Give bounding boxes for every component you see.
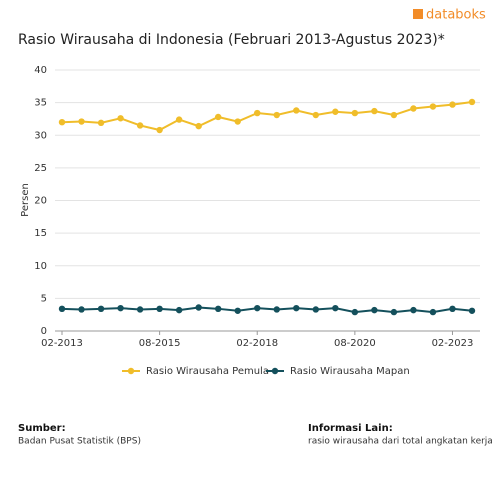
data-point: [97, 119, 105, 127]
data-point: [117, 115, 124, 122]
data-point: [312, 111, 320, 119]
source-title: Sumber:: [18, 423, 66, 434]
legend-marker: [127, 367, 135, 375]
data-point: [214, 305, 222, 313]
data-point: [351, 109, 359, 117]
source: Badan Pusat Statistik (BPS): [18, 437, 141, 447]
data-point: [468, 307, 476, 314]
data-point: [312, 306, 320, 313]
data-point: [254, 304, 261, 312]
x-tick-label: 08-2015: [139, 338, 181, 349]
brand: databoks: [426, 8, 486, 23]
data-point: [136, 122, 144, 129]
data-point: [390, 308, 398, 316]
data-point: [58, 119, 66, 126]
info: rasio wirausaha dari total angkatan kerj…: [308, 437, 493, 447]
data-point: [449, 305, 456, 313]
data-point: [195, 122, 202, 130]
data-point: [371, 107, 378, 115]
data-point: [97, 305, 105, 313]
y-tick-label: 30: [34, 130, 47, 141]
info-title: Informasi Lain:: [308, 423, 393, 434]
x-tick-label: 02-2023: [432, 338, 474, 349]
data-point: [449, 101, 456, 108]
data-point: [78, 306, 85, 313]
data-point: [429, 308, 437, 316]
y-axis-label: Persen: [20, 183, 31, 217]
x-tick-label: 08-2020: [334, 338, 376, 349]
x-tick-label: 02-2018: [236, 338, 278, 349]
series-line: [61, 100, 473, 132]
legend-label: Rasio Wirausaha Mapan: [290, 366, 410, 377]
y-tick-label: 5: [41, 293, 47, 304]
data-point: [117, 304, 124, 312]
series-line: [61, 306, 473, 314]
data-point: [293, 304, 300, 312]
data-point: [273, 306, 280, 313]
data-point: [195, 304, 202, 311]
data-point: [410, 105, 417, 112]
y-tick-label: 40: [34, 65, 47, 76]
data-point: [58, 305, 66, 313]
data-point: [429, 103, 437, 110]
x-tick-label: 02-2013: [41, 338, 83, 349]
data-point: [371, 306, 378, 314]
data-point: [214, 113, 222, 121]
data-point: [254, 109, 261, 117]
chart-title: Rasio Wirausaha di Indonesia (Februari 2…: [18, 32, 445, 48]
data-point: [136, 306, 144, 313]
data-point: [175, 306, 183, 314]
data-point: [390, 111, 398, 119]
data-point: [156, 126, 163, 134]
data-point: [234, 307, 241, 314]
data-point: [78, 118, 85, 125]
y-tick-label: 20: [34, 196, 47, 207]
legend-label: Rasio Wirausaha Pemula: [146, 366, 269, 377]
y-tick-label: 10: [34, 261, 47, 272]
data-point: [234, 118, 241, 125]
data-point: [156, 305, 163, 313]
y-tick-label: 0: [41, 326, 47, 337]
legend-marker: [271, 367, 279, 375]
y-tick-label: 35: [34, 98, 47, 109]
data-point: [351, 308, 359, 316]
data-point: [175, 116, 183, 123]
data-point: [410, 306, 417, 314]
data-point: [468, 98, 476, 106]
data-point: [293, 107, 300, 114]
logo-icon: [413, 9, 423, 19]
y-tick-label: 25: [34, 163, 47, 174]
data-point: [273, 111, 280, 119]
data-point: [332, 304, 339, 312]
data-point: [332, 108, 339, 115]
y-tick-label: 15: [34, 228, 47, 239]
